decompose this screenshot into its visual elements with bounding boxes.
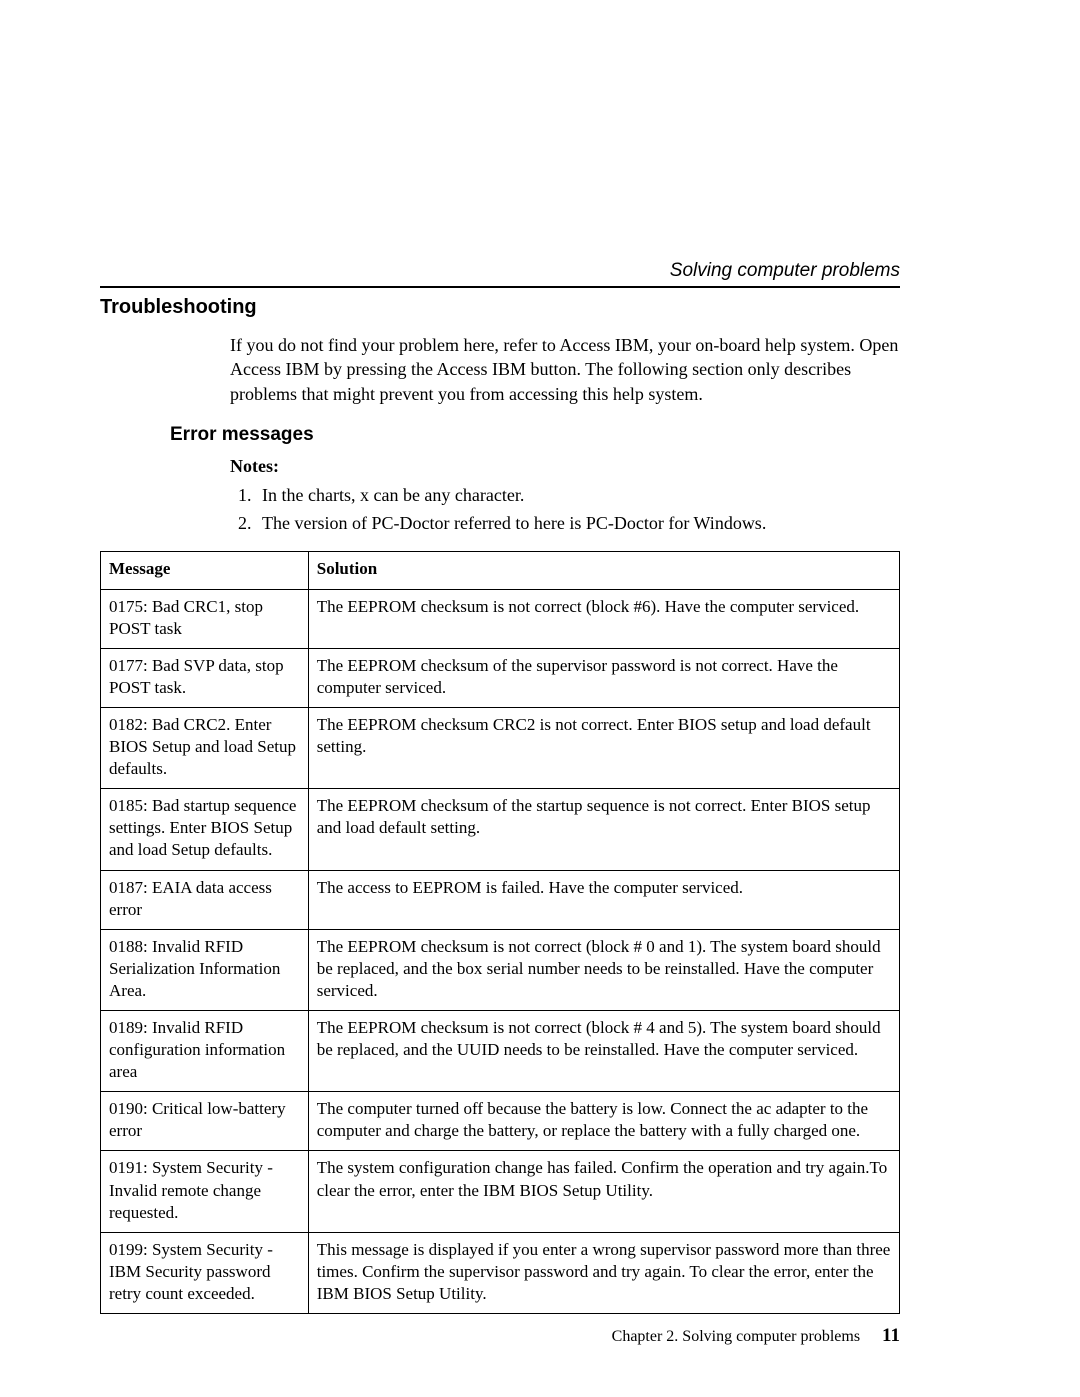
table-row: 0175: Bad CRC1, stop POST task The EEPRO… <box>101 589 900 648</box>
cell-solution: The EEPROM checksum is not correct (bloc… <box>308 589 899 648</box>
page-footer: Chapter 2. Solving computer problems 11 <box>612 1325 900 1347</box>
table-header-row: Message Solution <box>101 552 900 589</box>
section-rule <box>100 286 900 288</box>
footer-page-number: 11 <box>882 1325 900 1346</box>
cell-message: 0199: System Security - IBM Security pas… <box>101 1232 309 1313</box>
cell-message: 0188: Invalid RFID Serialization Informa… <box>101 929 309 1010</box>
col-header-solution: Solution <box>308 552 899 589</box>
table-row: 0191: System Security - Invalid remote c… <box>101 1151 900 1232</box>
cell-message: 0189: Invalid RFID configuration informa… <box>101 1010 309 1091</box>
cell-solution: The EEPROM checksum CRC2 is not correct.… <box>308 707 899 788</box>
col-header-message: Message <box>101 552 309 589</box>
table-row: 0188: Invalid RFID Serialization Informa… <box>101 929 900 1010</box>
cell-message: 0185: Bad startup sequence settings. Ent… <box>101 789 309 870</box>
cell-message: 0177: Bad SVP data, stop POST task. <box>101 648 309 707</box>
cell-message: 0187: EAIA data access error <box>101 870 309 929</box>
subsection-title: Error messages <box>100 424 900 446</box>
table-row: 0177: Bad SVP data, stop POST task. The … <box>101 648 900 707</box>
notes-block: Notes: In the charts, x can be any chara… <box>100 456 900 536</box>
cell-solution: The EEPROM checksum of the supervisor pa… <box>308 648 899 707</box>
cell-solution: The system configuration change has fail… <box>308 1151 899 1232</box>
error-messages-table: Message Solution 0175: Bad CRC1, stop PO… <box>100 551 900 1314</box>
cell-message: 0190: Critical low-battery error <box>101 1092 309 1151</box>
table-row: 0185: Bad startup sequence settings. Ent… <box>101 789 900 870</box>
table-row: 0189: Invalid RFID configuration informa… <box>101 1010 900 1091</box>
page: Solving computer problems Troubleshootin… <box>0 0 1080 1397</box>
cell-solution: The computer turned off because the batt… <box>308 1092 899 1151</box>
cell-solution: This message is displayed if you enter a… <box>308 1232 899 1313</box>
note-item: In the charts, x can be any character. <box>256 483 900 507</box>
running-head: Solving computer problems <box>100 260 900 282</box>
cell-message: 0175: Bad CRC1, stop POST task <box>101 589 309 648</box>
cell-solution: The EEPROM checksum of the startup seque… <box>308 789 899 870</box>
table-row: 0182: Bad CRC2. Enter BIOS Setup and loa… <box>101 707 900 788</box>
notes-label: Notes: <box>230 456 900 477</box>
cell-message: 0191: System Security - Invalid remote c… <box>101 1151 309 1232</box>
cell-message: 0182: Bad CRC2. Enter BIOS Setup and loa… <box>101 707 309 788</box>
cell-solution: The access to EEPROM is failed. Have the… <box>308 870 899 929</box>
notes-list: In the charts, x can be any character. T… <box>230 483 900 536</box>
table-row: 0187: EAIA data access error The access … <box>101 870 900 929</box>
note-item: The version of PC-Doctor referred to her… <box>256 511 900 535</box>
intro-paragraph: If you do not find your problem here, re… <box>100 333 900 406</box>
section-title: Troubleshooting <box>100 296 900 319</box>
table-row: 0199: System Security - IBM Security pas… <box>101 1232 900 1313</box>
table-row: 0190: Critical low-battery error The com… <box>101 1092 900 1151</box>
cell-solution: The EEPROM checksum is not correct (bloc… <box>308 1010 899 1091</box>
footer-chapter: Chapter 2. Solving computer problems <box>612 1328 860 1345</box>
cell-solution: The EEPROM checksum is not correct (bloc… <box>308 929 899 1010</box>
